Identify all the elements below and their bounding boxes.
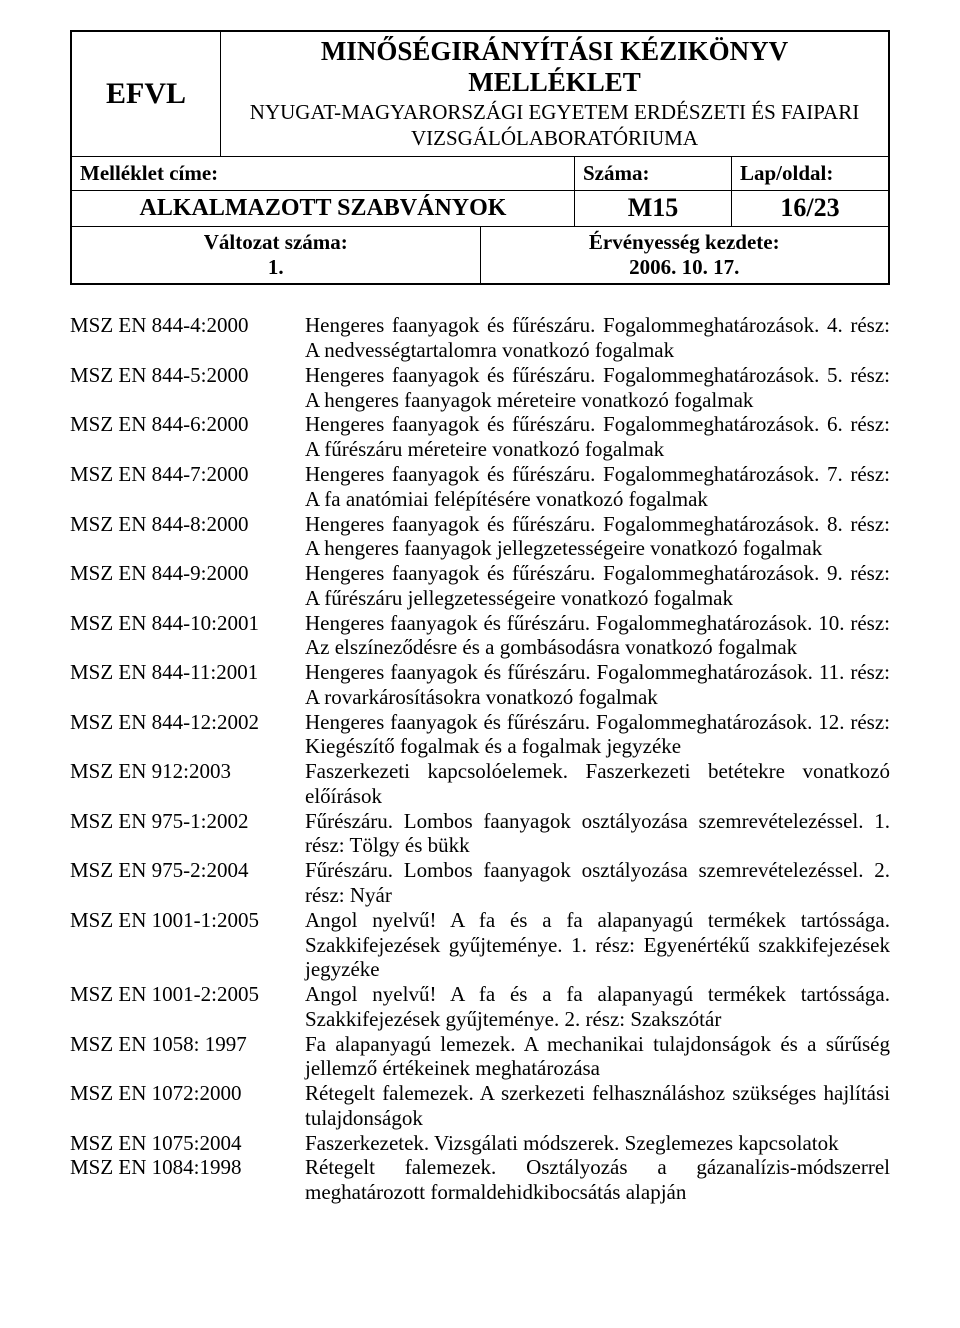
title-line-2: MELLÉKLET xyxy=(227,67,882,98)
standard-entry: MSZ EN 844-8:2000Hengeres faanyagok és f… xyxy=(70,512,890,562)
standard-entry: MSZ EN 1058: 1997Fa alapanyagú lemezek. … xyxy=(70,1032,890,1082)
standard-entry: MSZ EN 1075:2004Faszerkezetek. Vizsgálat… xyxy=(70,1131,890,1156)
subtitle-line-1: NYUGAT-MAGYARORSZÁGI EGYETEM ERDÉSZETI É… xyxy=(227,100,882,124)
standard-entry: MSZ EN 844-11:2001Hengeres faanyagok és … xyxy=(70,660,890,710)
label-melleklet-cime: Melléklet címe: xyxy=(72,157,574,190)
standard-code: MSZ EN 844-10:2001 xyxy=(70,611,305,636)
standard-description: Hengeres faanyagok és fűrészáru. Fogalom… xyxy=(305,512,890,562)
brand-cell: EFVL xyxy=(72,32,221,156)
standard-description: Faszerkezetek. Vizsgálati módszerek. Sze… xyxy=(305,1131,890,1156)
standard-code: MSZ EN 844-7:2000 xyxy=(70,462,305,487)
standard-entry: MSZ EN 844-12:2002Hengeres faanyagok és … xyxy=(70,710,890,760)
document-name-text: ALKALMAZOTT SZABVÁNYOK xyxy=(140,195,507,221)
standard-entry: MSZ EN 844-4:2000Hengeres faanyagok és f… xyxy=(70,313,890,363)
label-lap-oldal: Lap/oldal: xyxy=(731,157,888,190)
standard-description: Hengeres faanyagok és fűrészáru. Fogalom… xyxy=(305,363,890,413)
standard-code: MSZ EN 844-12:2002 xyxy=(70,710,305,735)
standard-description: Hengeres faanyagok és fűrészáru. Fogalom… xyxy=(305,660,890,710)
standard-code: MSZ EN 975-1:2002 xyxy=(70,809,305,834)
standard-description: Hengeres faanyagok és fűrészáru. Fogalom… xyxy=(305,313,890,363)
standard-code: MSZ EN 844-8:2000 xyxy=(70,512,305,537)
standard-description: Fűrészáru. Lombos faanyagok osztályozása… xyxy=(305,858,890,908)
title-line-1: MINŐSÉGIRÁNYÍTÁSI KÉZIKÖNYV xyxy=(227,36,882,67)
standard-entry: MSZ EN 844-7:2000Hengeres faanyagok és f… xyxy=(70,462,890,512)
version-value: 1. xyxy=(72,255,480,283)
document-number: M15 xyxy=(574,191,731,226)
version-label: Változat száma: xyxy=(72,227,480,255)
standard-description: Fűrészáru. Lombos faanyagok osztályozása… xyxy=(305,809,890,859)
subtitle-line-2: VIZSGÁLÓLABORATÓRIUMA xyxy=(227,126,882,150)
standard-description: Hengeres faanyagok és fűrészáru. Fogalom… xyxy=(305,710,890,760)
standard-description: Faszerkezeti kapcsolóelemek. Faszerkezet… xyxy=(305,759,890,809)
standard-code: MSZ EN 975-2:2004 xyxy=(70,858,305,883)
validity-label: Érvényesség kezdete: xyxy=(481,227,889,255)
standard-entry: MSZ EN 975-1:2002Fűrészáru. Lombos faany… xyxy=(70,809,890,859)
standard-code: MSZ EN 844-4:2000 xyxy=(70,313,305,338)
standard-entry: MSZ EN 1001-2:2005Angol nyelvű! A fa és … xyxy=(70,982,890,1032)
label-szama: Száma: xyxy=(574,157,731,190)
document-name: ALKALMAZOTT SZABVÁNYOK xyxy=(72,191,574,226)
standard-code: MSZ EN 1001-1:2005 xyxy=(70,908,305,933)
standard-code: MSZ EN 1075:2004 xyxy=(70,1131,305,1156)
standard-entry: MSZ EN 975-2:2004Fűrészáru. Lombos faany… xyxy=(70,858,890,908)
standard-entry: MSZ EN 844-9:2000Hengeres faanyagok és f… xyxy=(70,561,890,611)
standard-code: MSZ EN 844-5:2000 xyxy=(70,363,305,388)
standard-description: Angol nyelvű! A fa és a fa alapanyagú te… xyxy=(305,908,890,982)
standard-code: MSZ EN 912:2003 xyxy=(70,759,305,784)
standard-description: Hengeres faanyagok és fűrészáru. Fogalom… xyxy=(305,561,890,611)
standard-description: Rétegelt falemezek. Osztályozás a gázana… xyxy=(305,1155,890,1205)
standard-entry: MSZ EN 912:2003Faszerkezeti kapcsolóelem… xyxy=(70,759,890,809)
standard-code: MSZ EN 1058: 1997 xyxy=(70,1032,305,1057)
standard-entry: MSZ EN 1001-1:2005Angol nyelvű! A fa és … xyxy=(70,908,890,982)
standard-description: Rétegelt falemezek. A szerkezeti felhasz… xyxy=(305,1081,890,1131)
standard-description: Hengeres faanyagok és fűrészáru. Fogalom… xyxy=(305,611,890,661)
page-number: 16/23 xyxy=(731,191,888,226)
standard-description: Angol nyelvű! A fa és a fa alapanyagú te… xyxy=(305,982,890,1032)
standard-code: MSZ EN 844-11:2001 xyxy=(70,660,305,685)
standard-entry: MSZ EN 844-5:2000Hengeres faanyagok és f… xyxy=(70,363,890,413)
standard-code: MSZ EN 844-9:2000 xyxy=(70,561,305,586)
title-block: MINŐSÉGIRÁNYÍTÁSI KÉZIKÖNYV MELLÉKLET NY… xyxy=(221,32,888,156)
document-header: EFVL MINŐSÉGIRÁNYÍTÁSI KÉZIKÖNYV MELLÉKL… xyxy=(70,30,890,285)
standard-code: MSZ EN 1001-2:2005 xyxy=(70,982,305,1007)
standards-list: MSZ EN 844-4:2000Hengeres faanyagok és f… xyxy=(70,313,890,1205)
standard-entry: MSZ EN 1084:1998Rétegelt falemezek. Oszt… xyxy=(70,1155,890,1205)
standard-entry: MSZ EN 844-6:2000Hengeres faanyagok és f… xyxy=(70,412,890,462)
standard-description: Fa alapanyagú lemezek. A mechanikai tula… xyxy=(305,1032,890,1082)
standard-code: MSZ EN 844-6:2000 xyxy=(70,412,305,437)
standard-code: MSZ EN 1084:1998 xyxy=(70,1155,305,1180)
standard-entry: MSZ EN 1072:2000Rétegelt falemezek. A sz… xyxy=(70,1081,890,1131)
standard-description: Hengeres faanyagok és fűrészáru. Fogalom… xyxy=(305,462,890,512)
standard-code: MSZ EN 1072:2000 xyxy=(70,1081,305,1106)
standard-entry: MSZ EN 844-10:2001Hengeres faanyagok és … xyxy=(70,611,890,661)
validity-value: 2006. 10. 17. xyxy=(481,255,889,283)
standard-description: Hengeres faanyagok és fűrészáru. Fogalom… xyxy=(305,412,890,462)
